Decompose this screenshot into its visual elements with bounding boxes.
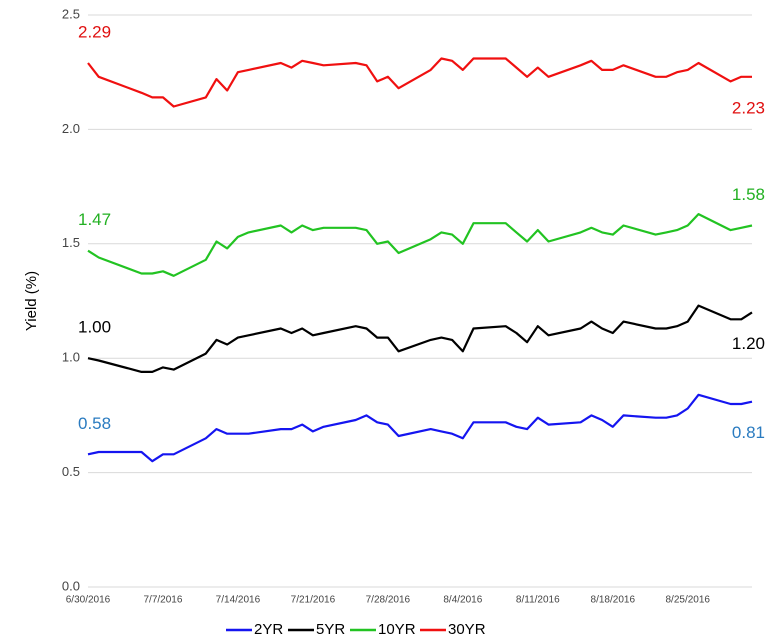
y-axis-label: Yield (%) <box>23 271 40 331</box>
value-label: 2.23 <box>732 98 765 117</box>
value-label: 1.58 <box>732 185 765 204</box>
x-tick-label: 7/21/2016 <box>291 595 336 606</box>
x-tick-label: 6/30/2016 <box>66 595 111 606</box>
x-tick-label: 7/7/2016 <box>143 595 182 606</box>
x-tick-label: 8/25/2016 <box>665 595 710 606</box>
y-tick-label: 1.0 <box>62 350 80 365</box>
y-tick-label: 1.5 <box>62 235 80 250</box>
y-tick-label: 2.0 <box>62 121 80 136</box>
y-tick-label: 0.5 <box>62 464 80 479</box>
value-label: 1.20 <box>732 334 765 353</box>
series-line <box>87 304 753 373</box>
value-label: 1.00 <box>78 318 111 337</box>
x-tick-label: 8/4/2016 <box>443 595 482 606</box>
y-tick-label: 2.5 <box>62 6 80 21</box>
value-label: 0.58 <box>78 414 111 433</box>
x-tick-label: 8/11/2016 <box>516 595 560 606</box>
legend-label: 10YR <box>378 621 416 638</box>
legend-label: 5YR <box>316 621 345 638</box>
y-tick-label: 0.0 <box>62 578 80 593</box>
series-line <box>87 213 753 277</box>
value-label: 1.47 <box>78 210 111 229</box>
series-line <box>87 393 753 463</box>
value-label: 0.81 <box>732 423 765 442</box>
series-line <box>87 57 752 108</box>
value-label: 2.29 <box>78 23 111 42</box>
legend-label: 2YR <box>254 621 283 638</box>
legend-label: 30YR <box>448 621 486 638</box>
x-tick-label: 7/14/2016 <box>216 595 261 606</box>
x-tick-label: 8/18/2016 <box>591 595 636 606</box>
x-tick-label: 7/28/2016 <box>366 595 411 606</box>
